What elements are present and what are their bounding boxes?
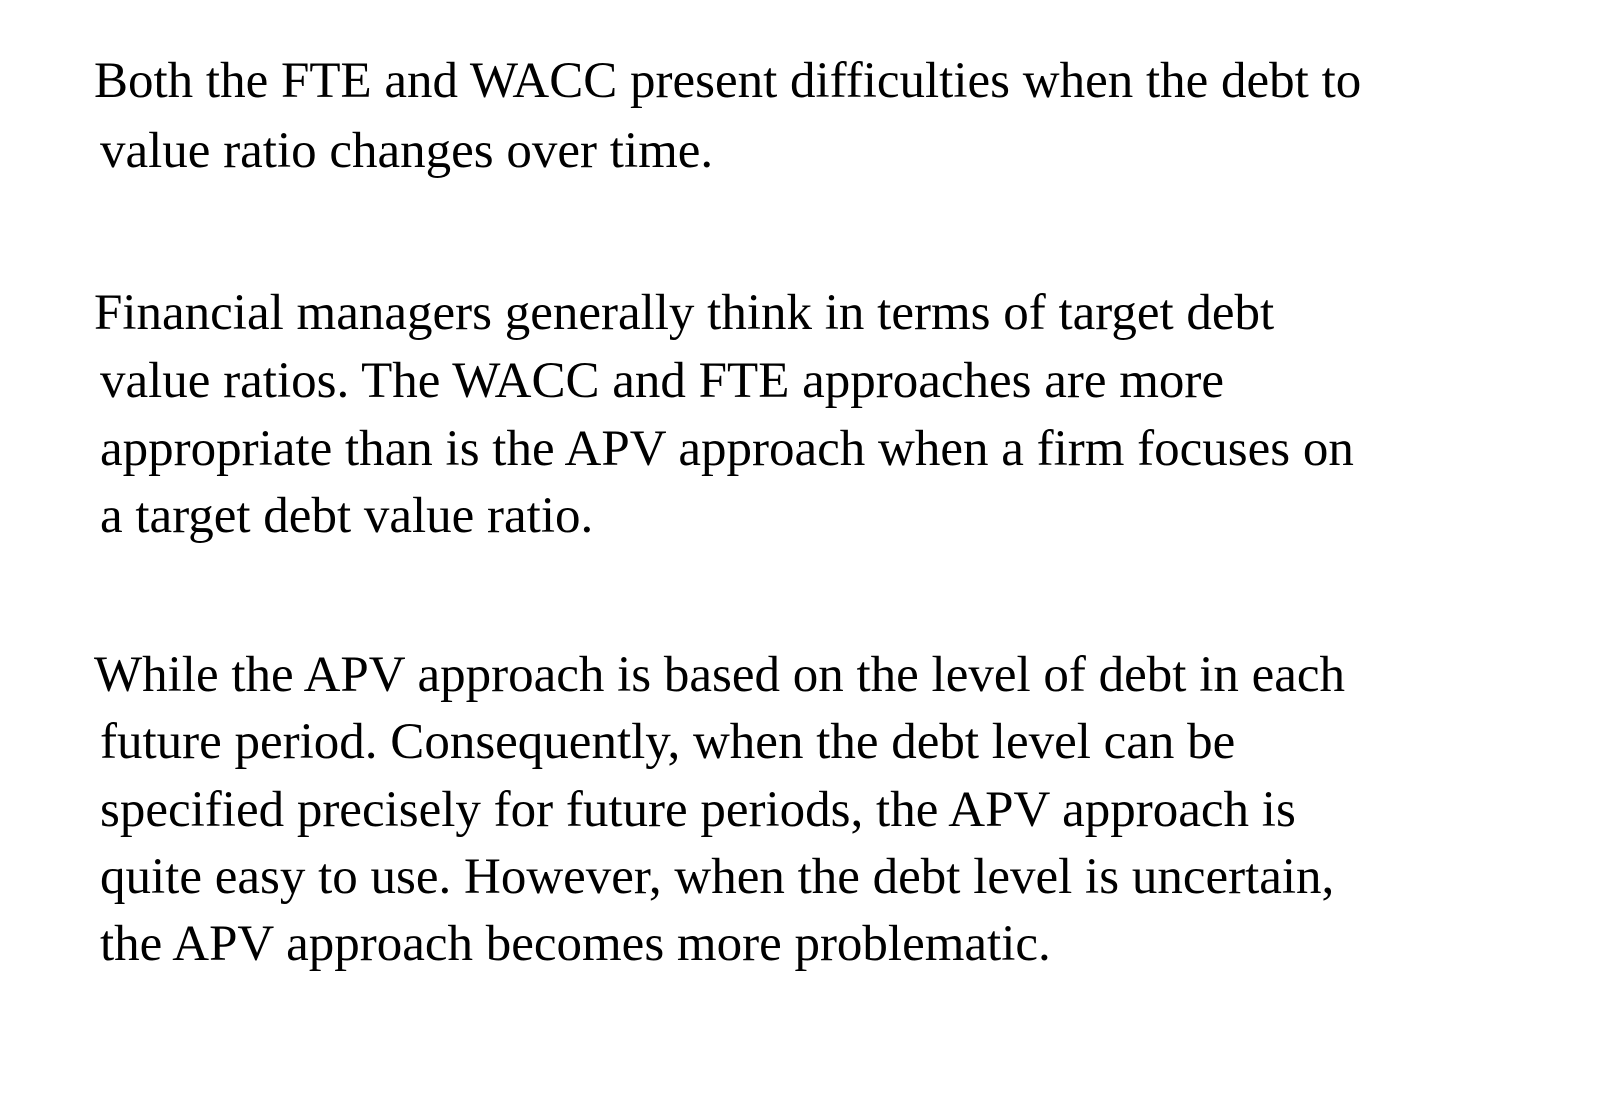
paragraph-line: a target debt value ratio. (100, 488, 594, 544)
paragraph-line: Both the FTE and WACC present difficulti… (94, 53, 1362, 109)
paragraph-line: quite easy to use. However, when the deb… (100, 849, 1335, 905)
paragraph-line: While the APV approach is based on the l… (94, 647, 1346, 703)
paragraph-line: Financial managers generally think in te… (94, 285, 1275, 341)
paragraph-line: the APV approach becomes more problemati… (100, 916, 1051, 972)
paragraph-line: appropriate than is the APV approach whe… (100, 421, 1354, 477)
paragraph-line: specified precisely for future periods, … (100, 782, 1296, 838)
paragraph-line: value ratios. The WACC and FTE approache… (100, 353, 1225, 409)
paragraph-line: future period. Consequently, when the de… (100, 714, 1236, 770)
paragraph-line: value ratio changes over time. (100, 123, 714, 179)
